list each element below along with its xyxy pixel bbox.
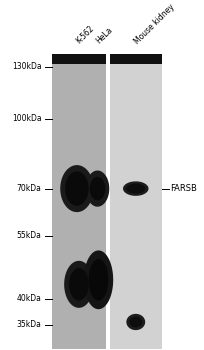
Polygon shape [64, 261, 94, 308]
Polygon shape [65, 172, 89, 206]
Polygon shape [69, 268, 89, 301]
Polygon shape [126, 314, 145, 330]
Text: 130kDa: 130kDa [12, 63, 42, 71]
Polygon shape [123, 181, 149, 196]
Polygon shape [110, 54, 162, 349]
Polygon shape [90, 177, 105, 200]
Text: 55kDa: 55kDa [17, 231, 42, 240]
Text: 40kDa: 40kDa [17, 294, 42, 303]
Text: FARSB: FARSB [171, 184, 197, 193]
Text: K-562: K-562 [74, 24, 95, 46]
Polygon shape [110, 54, 162, 64]
Polygon shape [89, 259, 108, 301]
Polygon shape [52, 54, 106, 349]
Text: Mouse kidney: Mouse kidney [133, 2, 176, 46]
Text: 100kDa: 100kDa [12, 114, 42, 123]
Text: 70kDa: 70kDa [17, 184, 42, 193]
Polygon shape [130, 316, 142, 327]
Text: HeLa: HeLa [95, 26, 115, 46]
Polygon shape [84, 250, 113, 309]
Text: 35kDa: 35kDa [17, 320, 42, 329]
Polygon shape [126, 184, 145, 194]
Polygon shape [60, 165, 94, 212]
Polygon shape [86, 170, 109, 207]
Polygon shape [52, 54, 106, 64]
